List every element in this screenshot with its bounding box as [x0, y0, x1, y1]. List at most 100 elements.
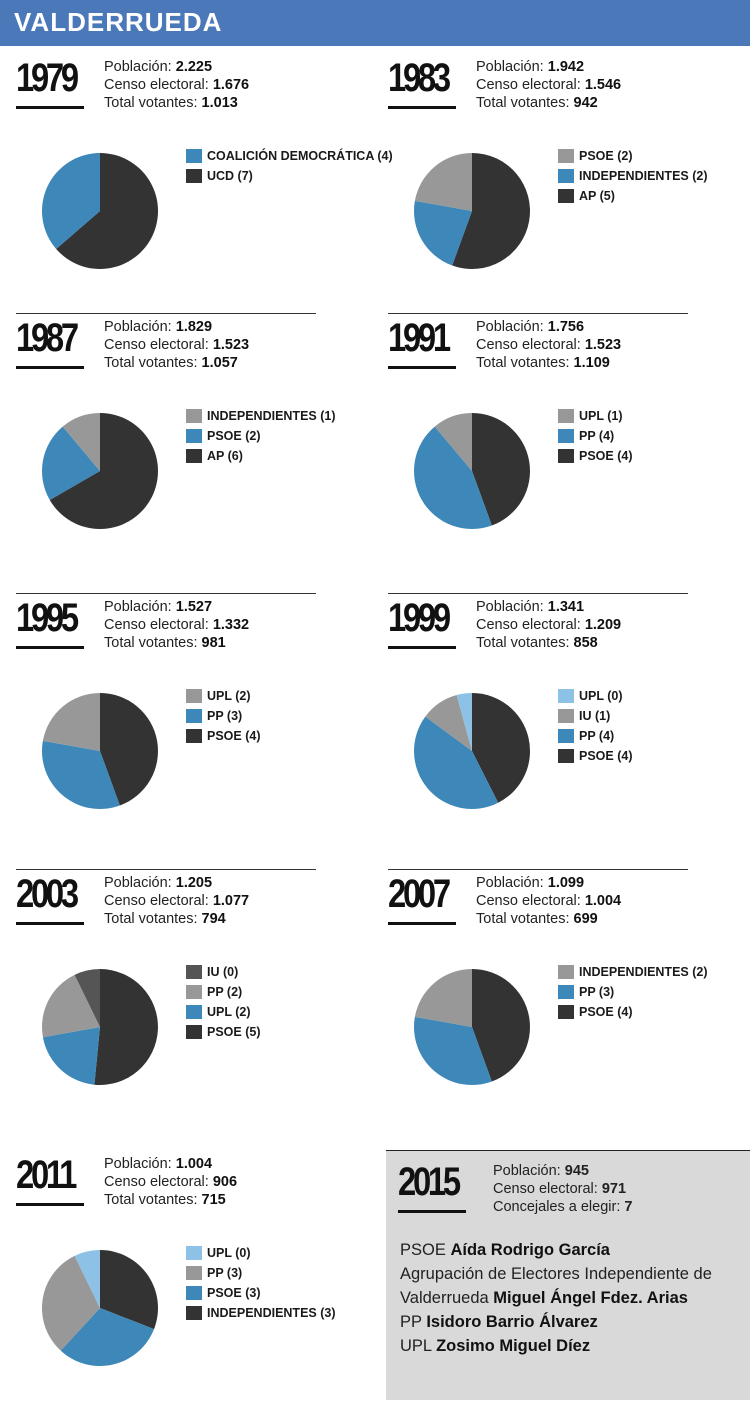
chart-block-1983: 1983 Población: 1.942 Censo electoral: 1.5… [388, 56, 748, 331]
pie-slice [100, 1250, 158, 1330]
stat-value: 1.756 [547, 319, 585, 335]
stat-label: Censo electoral: [476, 337, 581, 353]
stat-poblacion: Población: 1.205 [104, 874, 249, 892]
legend-item: PSOE (4) [186, 726, 261, 746]
legend-label: PP (3) [579, 985, 615, 999]
stat-value: 1.523 [212, 337, 250, 353]
stat-censo: Censo electoral: 1.546 [476, 76, 621, 94]
stat-label: Población: [104, 1156, 172, 1172]
stat-label: Total votantes: [104, 1192, 198, 1208]
pie-slice [62, 413, 100, 471]
stat-label: Censo electoral: [104, 893, 209, 909]
stat-value: 715 [201, 1192, 226, 1208]
stat-poblacion: Población: 945 [493, 1162, 632, 1180]
stat-label: Censo electoral: [104, 1174, 209, 1190]
legend-swatch [186, 1286, 202, 1300]
stat-label: Población: [104, 875, 172, 891]
chart-block-2003: 2003 Población: 1.205 Censo electoral: 1.0… [16, 869, 376, 1147]
year-underline [16, 646, 84, 649]
stat-label: Censo electoral: [493, 1181, 598, 1197]
stat-label: Total votantes: [476, 635, 570, 651]
legend-item: PSOE (3) [186, 1283, 336, 1303]
legend-item: PSOE (4) [558, 446, 633, 466]
legend: INDEPENDIENTES (1) PSOE (2) AP (6) [186, 406, 336, 466]
stat-label: Censo electoral: [476, 893, 581, 909]
year-underline [388, 106, 456, 109]
legend-swatch [186, 709, 202, 723]
year-underline [388, 366, 456, 369]
stat-censo: Censo electoral: 1.523 [104, 336, 249, 354]
year-label: 2003 [16, 872, 79, 916]
stats: Población: 1.527 Censo electoral: 1.332 To… [104, 598, 249, 652]
pie-slice [472, 693, 531, 803]
chart-block-2011: 2011 Población: 1.004 Censo electoral: 906… [16, 1153, 376, 1428]
legend-item: PSOE (2) [558, 146, 708, 166]
pie-slice [414, 153, 472, 211]
stat-value: 1.829 [175, 319, 213, 335]
legend-label: PSOE (4) [207, 729, 261, 743]
legend-item: INDEPENDIENTES (2) [558, 962, 708, 982]
legend-swatch [186, 965, 202, 979]
stats: Población: 1.829 Censo electoral: 1.523 To… [104, 318, 249, 372]
pie-slice [56, 153, 159, 269]
stat-label: Población: [104, 599, 172, 615]
legend-label: UPL (0) [579, 689, 623, 703]
header-bar: VALDERRUEDA [0, 0, 750, 46]
legend-label: PSOE (2) [207, 429, 261, 443]
pie-slice [472, 969, 530, 1082]
stats: Población: 1.341 Censo electoral: 1.209 To… [476, 598, 621, 652]
legend-item: AP (6) [186, 446, 336, 466]
pie-slice [42, 1027, 100, 1085]
stat-votantes: Total votantes: 1.057 [104, 354, 249, 372]
stats: Población: 945 Censo electoral: 971 Conc… [493, 1162, 632, 1216]
legend-label: INDEPENDIENTES (2) [579, 169, 708, 183]
stat-value: 2.225 [175, 59, 213, 75]
stat-value: 942 [573, 95, 598, 111]
legend-label: AP (6) [207, 449, 243, 463]
pie-chart [413, 969, 530, 1085]
legend-swatch [558, 985, 574, 999]
pie-slice [456, 693, 472, 751]
legend-item: PSOE (4) [558, 1002, 708, 1022]
legend-label: PP (2) [207, 985, 243, 999]
stat-votantes: Total votantes: 1.109 [476, 354, 621, 372]
legend: COALICIÓN DEMOCRÁTICA (4) UCD (7) [186, 146, 393, 186]
section-divider [388, 593, 688, 594]
legend-label: PP (4) [579, 429, 615, 443]
legend-item: UCD (7) [186, 166, 393, 186]
stat-votantes: Total votantes: 715 [104, 1191, 237, 1209]
legend-label: PSOE (3) [207, 1286, 261, 1300]
legend-item: INDEPENDIENTES (3) [186, 1303, 336, 1323]
legend-swatch [186, 149, 202, 163]
legend-label: UPL (2) [207, 689, 251, 703]
stat-label: Total votantes: [476, 355, 570, 371]
pie-slice [74, 1250, 100, 1308]
legend-label: IU (1) [579, 709, 611, 723]
stat-votantes: Total votantes: 1.013 [104, 94, 249, 112]
stat-poblacion: Población: 1.004 [104, 1155, 237, 1173]
stat-poblacion: Población: 1.829 [104, 318, 249, 336]
legend-swatch [558, 1005, 574, 1019]
pie-slice [425, 695, 472, 751]
stat-value: 1.341 [547, 599, 585, 615]
stat-value: 906 [212, 1174, 238, 1190]
stat-value: 1.099 [547, 875, 585, 891]
stat-label: Total votantes: [476, 95, 570, 111]
legend-item: PP (3) [186, 1263, 336, 1283]
legend-label: PP (3) [207, 709, 243, 723]
legend: UPL (0) PP (3) PSOE (3) INDEPENDIENTES (3) [186, 1243, 336, 1323]
stat-votantes: Total votantes: 794 [104, 910, 249, 928]
legend-item: UPL (2) [186, 686, 261, 706]
stat-censo: Censo electoral: 1.077 [104, 892, 249, 910]
chart-block-1979: 1979 Población: 2.225 Censo electoral: 1.6… [16, 56, 393, 331]
stat-label: Censo electoral: [476, 617, 581, 633]
legend-item: UPL (2) [186, 1002, 261, 1022]
stat-value: 1.527 [175, 599, 213, 615]
chart-block-1987: 1987 Población: 1.829 Censo electoral: 1.5… [16, 313, 376, 591]
stat-votantes: Total votantes: 858 [476, 634, 621, 652]
legend: IU (0) PP (2) UPL (2) PSOE (5) [186, 962, 261, 1042]
stat-value: 1.546 [584, 77, 622, 93]
stat-censo: Censo electoral: 1.004 [476, 892, 621, 910]
pie-slice [472, 413, 530, 526]
legend-swatch [186, 729, 202, 743]
